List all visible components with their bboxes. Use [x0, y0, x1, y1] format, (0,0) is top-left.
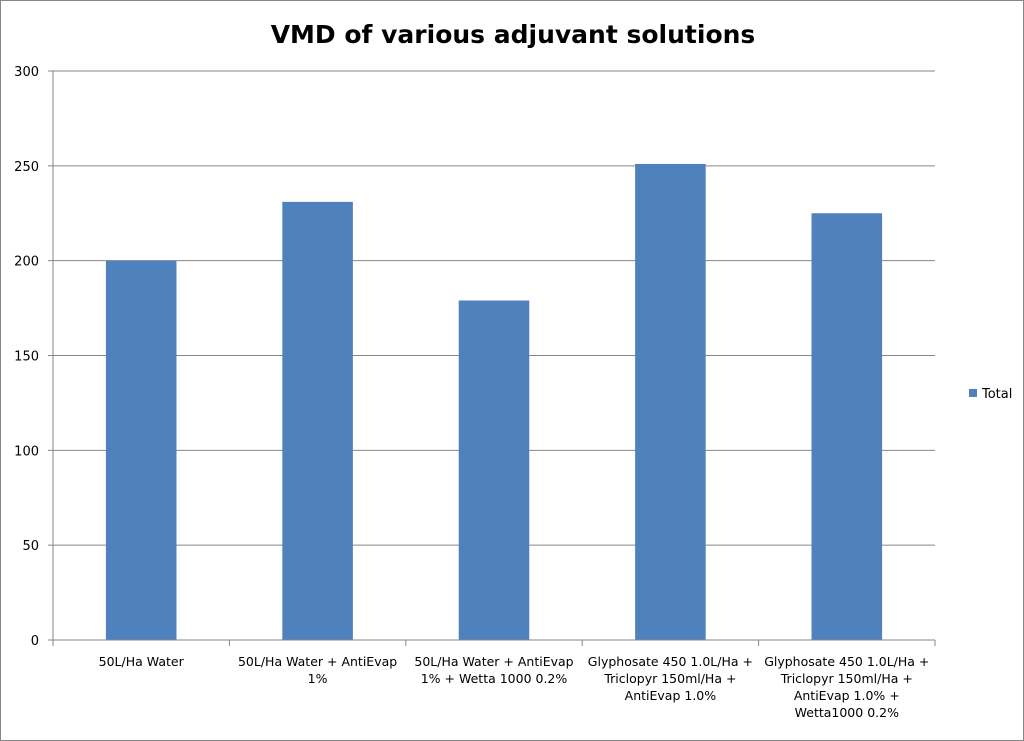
bar-5	[811, 213, 883, 640]
y-tick-label: 0	[31, 634, 39, 649]
x-category-label: Glyphosate 450 1.0L/Ha + Triclopyr 150ml/…	[764, 654, 929, 720]
bar-1	[105, 260, 177, 640]
x-category-label: 50L/Ha Water	[99, 654, 185, 669]
y-tick-label: 250	[14, 160, 39, 175]
axes	[52, 71, 936, 646]
legend-label: Total	[981, 387, 1012, 402]
x-category-label: 50L/Ha Water + AntiEvap 1%	[238, 654, 397, 686]
y-tick-label: 50	[22, 539, 39, 554]
y-tick-labels: 0 50 100 150 200 250 300	[14, 65, 39, 649]
bar-2	[282, 201, 353, 640]
y-tick-label: 300	[14, 65, 39, 80]
x-category-labels: 50L/Ha Water 50L/Ha Water + AntiEvap 1% 50L…	[99, 654, 930, 720]
x-category-label: Glyphosate 450 1.0L/Ha + Triclopyr 150ml/…	[588, 654, 753, 703]
legend: Total	[969, 387, 1012, 402]
bar-4	[635, 163, 706, 641]
x-category-label: 50L/Ha Water + AntiEvap 1% + Wetta 1000 0…	[414, 654, 573, 686]
y-tick-label: 100	[14, 444, 39, 459]
bar-3	[458, 300, 530, 640]
y-tick-label: 200	[14, 255, 39, 270]
bars	[105, 163, 883, 641]
y-tick-label: 150	[14, 350, 39, 365]
chart-title: VMD of various adjuvant solutions	[271, 20, 756, 49]
legend-swatch	[969, 389, 977, 397]
